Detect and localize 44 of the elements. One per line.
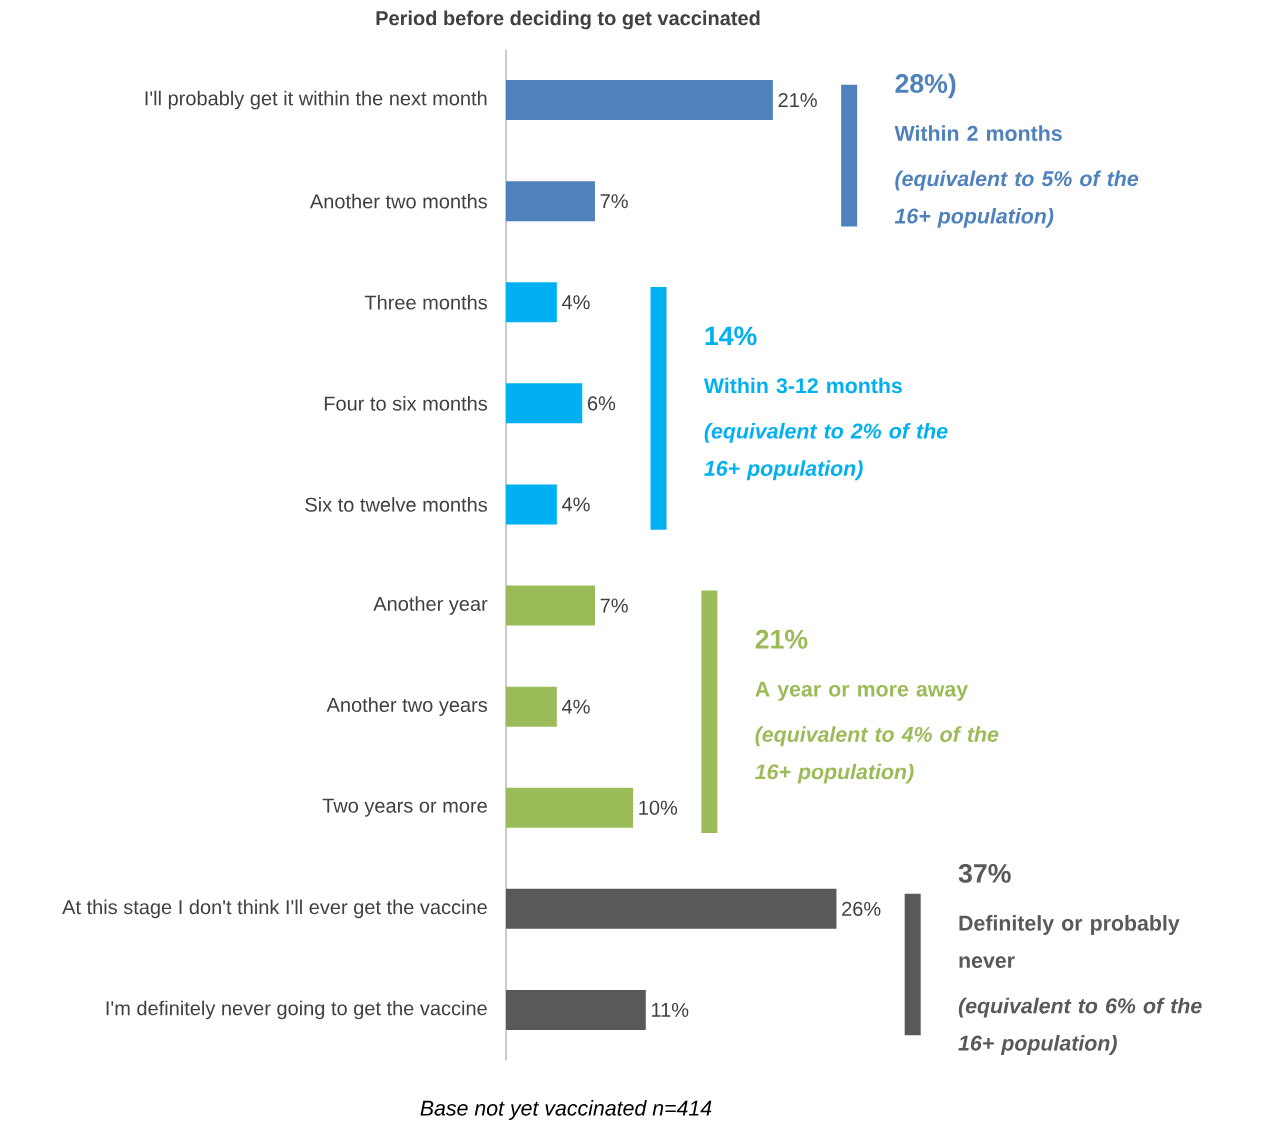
- annotation: (equivalent to 4% of the 16+ population): [755, 726, 999, 784]
- y-tick-label: Six to twelve months: [305, 496, 488, 512]
- y-tick-label: I'll probably get it within the next month: [145, 90, 487, 110]
- annotation: 14%: [705, 326, 757, 346]
- text: Definitely or probably never: [959, 914, 1180, 968]
- data-label: 26%: [842, 901, 881, 916]
- y-tick-label: Three months: [364, 294, 488, 310]
- data-label: 4%: [562, 295, 590, 310]
- annotation: Within 3-12 months: [703, 377, 902, 394]
- bar: [506, 888, 837, 929]
- y-tick-label: I'm definitely never going to get the vaccine: [106, 1000, 487, 1020]
- annotation: A year or more away: [755, 681, 969, 701]
- bar: [506, 686, 557, 727]
- y-tick-label: Another two months: [309, 193, 488, 209]
- text: 28%): [895, 73, 956, 99]
- bar: [506, 383, 583, 424]
- data-label: 4%: [562, 497, 590, 512]
- bar: [506, 989, 646, 1030]
- annotation: (equivalent to 2% of the 16+ population): [704, 422, 948, 480]
- text: Within 2 months: [894, 125, 1062, 141]
- bar: [506, 282, 557, 323]
- bar: [506, 787, 634, 828]
- y-tick-label: Another year: [373, 596, 488, 615]
- annotation: 21%: [755, 629, 808, 649]
- text: (equivalent to 6% of the 16+ population): [958, 997, 1202, 1055]
- data-label: 10%: [639, 800, 678, 815]
- data-label: 7%: [600, 598, 628, 613]
- text: 37%: [958, 863, 1011, 883]
- text: (equivalent to 5% of the 16+ population): [894, 170, 1139, 228]
- y-tick-label: Two years or more: [322, 798, 487, 817]
- bar: [506, 79, 773, 120]
- y-tick-label: Four to six months: [324, 395, 488, 411]
- y-tick-label: Another two years: [326, 697, 488, 716]
- data-label: 11%: [652, 1002, 689, 1017]
- data-label: 21%: [778, 92, 817, 107]
- bar: [506, 484, 557, 525]
- data-label: 7%: [600, 193, 628, 208]
- chart-title: Period before deciding to get vaccinated: [376, 10, 760, 30]
- data-label: 4%: [562, 699, 590, 714]
- bar: [506, 585, 595, 626]
- text: Base not yet vaccinated n=414: [420, 1099, 712, 1120]
- data-label: 6%: [587, 396, 616, 411]
- y-tick-label: At this stage I don't think I'll ever get the vaccine: [62, 899, 487, 918]
- bar: [506, 180, 595, 221]
